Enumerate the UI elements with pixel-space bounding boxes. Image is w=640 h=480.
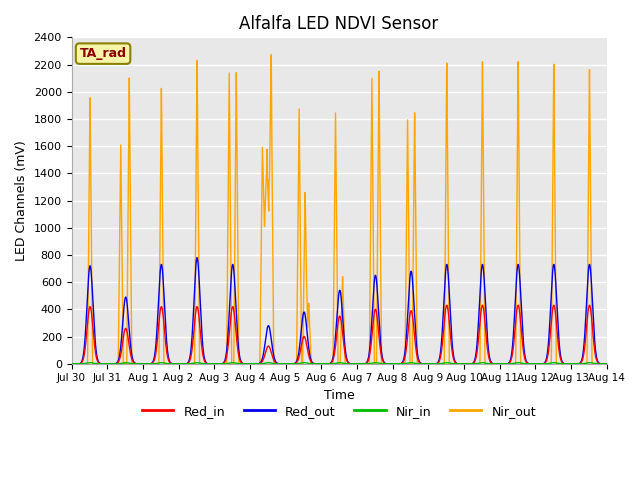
- X-axis label: Time: Time: [324, 389, 355, 402]
- Y-axis label: LED Channels (mV): LED Channels (mV): [15, 140, 28, 261]
- Text: TA_rad: TA_rad: [79, 47, 127, 60]
- Legend: Red_in, Red_out, Nir_in, Nir_out: Red_in, Red_out, Nir_in, Nir_out: [137, 400, 541, 423]
- Title: Alfalfa LED NDVI Sensor: Alfalfa LED NDVI Sensor: [239, 15, 438, 33]
